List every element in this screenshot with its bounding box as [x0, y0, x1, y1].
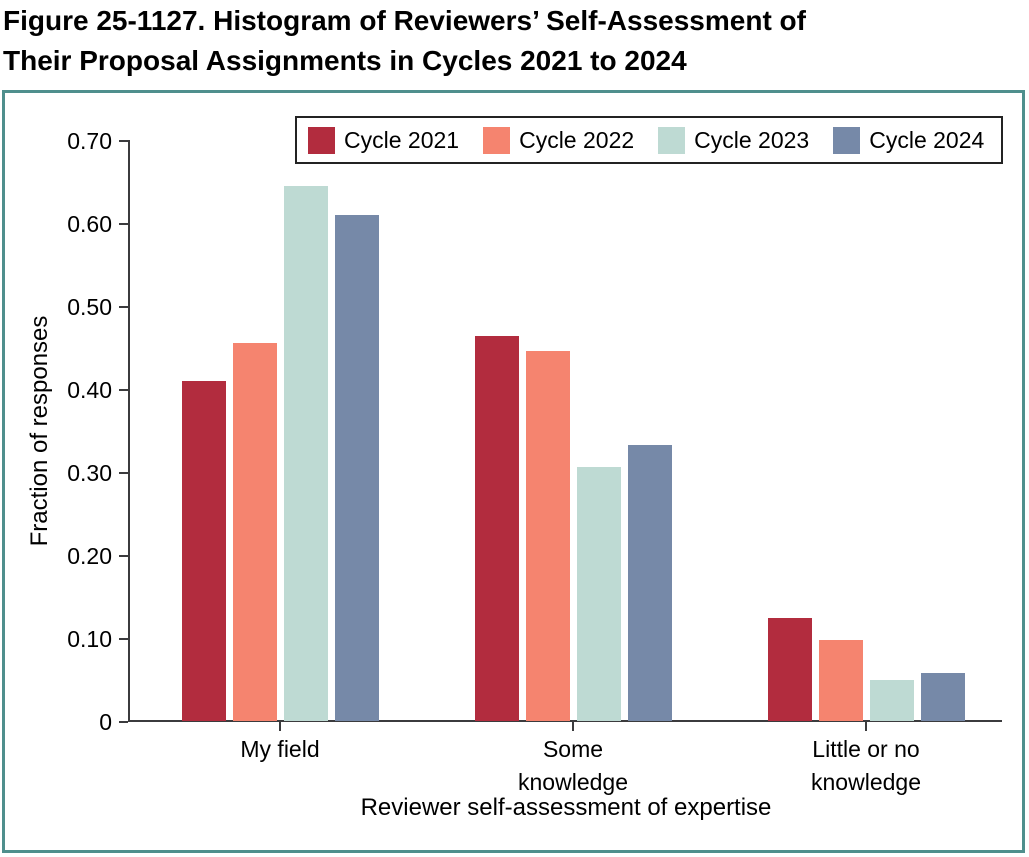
y-tick-label-0.50: 0.50	[67, 294, 112, 320]
y-tick-0.70	[119, 140, 128, 142]
y-tick-label-0.40: 0.40	[67, 377, 112, 403]
bar-cycle-2022-little-or-no-knowledge	[819, 640, 863, 721]
bar-cycle-2023-little-or-no-knowledge	[870, 680, 914, 721]
category-label-some-knowledge: Some knowledge	[518, 736, 628, 795]
legend-item-cycle-2022: Cycle 2022	[483, 126, 635, 154]
figure-title-line-2: Their Proposal Assignments in Cycles 202…	[3, 45, 687, 76]
legend-label-cycle-2023: Cycle 2023	[694, 126, 810, 153]
y-tick-0.10	[119, 638, 128, 640]
bar-cycle-2023-my-field	[284, 186, 328, 721]
x-tick-some-knowledge	[572, 722, 574, 731]
y-tick-label-0.10: 0.10	[67, 626, 112, 652]
y-tick-0	[119, 721, 128, 723]
legend-swatch-cycle-2024	[833, 126, 861, 154]
y-tick-0.30	[119, 472, 128, 474]
bar-cycle-2022-some-knowledge	[526, 351, 570, 721]
y-tick-0.50	[119, 306, 128, 308]
legend-label-cycle-2024: Cycle 2024	[869, 126, 985, 153]
bar-cycle-2023-some-knowledge	[577, 467, 621, 721]
legend-item-cycle-2024: Cycle 2024	[833, 126, 985, 154]
bar-cycle-2024-my-field	[335, 215, 379, 721]
figure-title-line-1: Figure 25-1127. Histogram of Reviewers’ …	[3, 5, 806, 36]
y-axis-title: Fraction of responses	[26, 315, 53, 547]
category-label-my-field: My field	[240, 736, 320, 762]
y-tick-0.20	[119, 555, 128, 557]
y-tick-0.60	[119, 223, 128, 225]
legend-swatch-cycle-2023	[658, 126, 686, 154]
y-tick-label-0.20: 0.20	[67, 543, 112, 569]
x-axis-title: Reviewer self-assessment of expertise	[360, 794, 772, 821]
legend-item-cycle-2023: Cycle 2023	[658, 126, 810, 154]
bar-cycle-2021-some-knowledge	[475, 336, 519, 721]
bar-cycle-2022-my-field	[233, 343, 277, 721]
category-label-little-or-no-knowledge: Little or no knowledge	[811, 736, 921, 795]
y-tick-label-0.70: 0.70	[67, 128, 112, 154]
bar-cycle-2021-my-field	[182, 381, 226, 721]
legend-label-cycle-2022: Cycle 2022	[519, 126, 635, 153]
legend-swatch-cycle-2021	[308, 126, 335, 154]
bar-cycle-2021-little-or-no-knowledge	[768, 618, 812, 721]
y-tick-0.40	[119, 389, 128, 391]
legend-label-cycle-2021: Cycle 2021	[344, 126, 460, 153]
y-tick-label-0.30: 0.30	[67, 460, 112, 486]
x-axis-line	[128, 720, 1002, 722]
y-tick-label-0: 0	[99, 709, 112, 735]
x-tick-little-or-no-knowledge	[865, 722, 867, 731]
x-tick-my-field	[279, 722, 281, 731]
y-tick-label-0.60: 0.60	[67, 211, 112, 237]
legend-item-cycle-2021: Cycle 2021	[308, 126, 460, 154]
bar-cycle-2024-little-or-no-knowledge	[921, 673, 965, 721]
legend-swatch-cycle-2022	[483, 126, 511, 154]
figure-title: Figure 25-1127. Histogram of Reviewers’ …	[3, 1, 1013, 81]
legend: Cycle 2021 Cycle 2022 Cycle 2023 Cycle 2024	[295, 116, 1003, 164]
y-axis-line	[128, 140, 130, 722]
bar-cycle-2024-some-knowledge	[628, 445, 672, 721]
